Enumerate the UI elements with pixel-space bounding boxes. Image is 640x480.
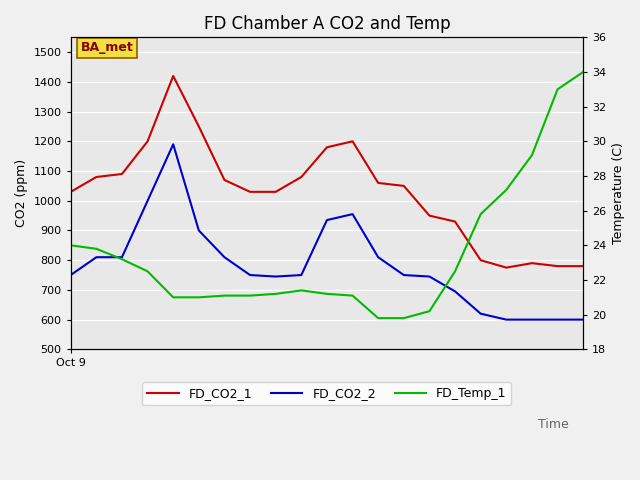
FD_CO2_2 [349, 211, 356, 217]
FD_CO2_2 [374, 254, 382, 260]
FD_Temp_1 [93, 246, 100, 252]
FD_CO2_2 [195, 228, 203, 233]
FD_Temp_1 [400, 315, 408, 321]
FD_CO2_1 [67, 189, 74, 195]
FD_CO2_2 [579, 317, 587, 323]
FD_Temp_1 [170, 294, 177, 300]
FD_Temp_1 [349, 293, 356, 299]
Text: Time: Time [538, 418, 569, 432]
Y-axis label: Temperature (C): Temperature (C) [612, 143, 625, 244]
FD_CO2_1 [502, 265, 510, 271]
Legend: FD_CO2_1, FD_CO2_2, FD_Temp_1: FD_CO2_1, FD_CO2_2, FD_Temp_1 [143, 383, 511, 406]
FD_Temp_1 [246, 293, 254, 299]
FD_CO2_2 [502, 317, 510, 323]
Title: FD Chamber A CO2 and Temp: FD Chamber A CO2 and Temp [204, 15, 451, 33]
FD_CO2_2 [272, 274, 280, 279]
FD_Temp_1 [502, 187, 510, 193]
FD_CO2_1 [374, 180, 382, 186]
FD_CO2_1 [477, 257, 484, 263]
FD_CO2_1 [246, 189, 254, 195]
FD_Temp_1 [67, 242, 74, 248]
FD_Temp_1 [528, 152, 536, 158]
FD_Temp_1 [554, 86, 561, 92]
FD_CO2_1 [400, 183, 408, 189]
FD_CO2_1 [426, 213, 433, 218]
FD_CO2_1 [93, 174, 100, 180]
FD_CO2_2 [400, 272, 408, 278]
FD_CO2_1 [323, 144, 331, 150]
FD_Temp_1 [426, 308, 433, 314]
Line: FD_Temp_1: FD_Temp_1 [70, 72, 583, 318]
FD_Temp_1 [477, 211, 484, 217]
FD_CO2_2 [246, 272, 254, 278]
FD_CO2_2 [528, 317, 536, 323]
Line: FD_CO2_2: FD_CO2_2 [70, 144, 583, 320]
FD_CO2_2 [144, 198, 152, 204]
FD_CO2_2 [323, 217, 331, 223]
FD_CO2_1 [451, 219, 459, 225]
FD_Temp_1 [579, 69, 587, 75]
FD_CO2_1 [144, 138, 152, 144]
FD_CO2_2 [221, 254, 228, 260]
FD_CO2_2 [477, 311, 484, 316]
FD_CO2_1 [170, 73, 177, 79]
FD_CO2_1 [579, 263, 587, 269]
FD_Temp_1 [144, 268, 152, 274]
FD_CO2_1 [118, 171, 126, 177]
FD_CO2_2 [298, 272, 305, 278]
FD_CO2_1 [195, 123, 203, 129]
FD_CO2_2 [451, 288, 459, 294]
FD_CO2_2 [67, 272, 74, 278]
Y-axis label: CO2 (ppm): CO2 (ppm) [15, 159, 28, 228]
FD_CO2_2 [93, 254, 100, 260]
FD_CO2_2 [170, 142, 177, 147]
FD_CO2_1 [221, 177, 228, 183]
Line: FD_CO2_1: FD_CO2_1 [70, 76, 583, 268]
FD_CO2_2 [554, 317, 561, 323]
FD_Temp_1 [374, 315, 382, 321]
FD_CO2_1 [349, 138, 356, 144]
FD_CO2_1 [528, 260, 536, 266]
FD_CO2_1 [554, 263, 561, 269]
FD_CO2_1 [298, 174, 305, 180]
Text: BA_met: BA_met [81, 41, 134, 54]
FD_Temp_1 [323, 291, 331, 297]
FD_Temp_1 [195, 294, 203, 300]
FD_Temp_1 [451, 268, 459, 274]
FD_CO2_2 [118, 254, 126, 260]
FD_Temp_1 [272, 291, 280, 297]
FD_CO2_2 [426, 274, 433, 279]
FD_Temp_1 [118, 256, 126, 262]
FD_Temp_1 [221, 293, 228, 299]
FD_Temp_1 [298, 288, 305, 293]
FD_CO2_1 [272, 189, 280, 195]
